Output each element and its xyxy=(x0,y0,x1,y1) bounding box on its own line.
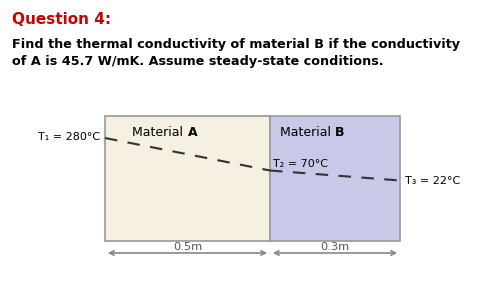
Text: Material: Material xyxy=(132,126,187,139)
Bar xyxy=(105,116,270,241)
Text: Find the thermal conductivity of material B if the conductivity: Find the thermal conductivity of materia… xyxy=(12,38,459,51)
Text: T₃ = 22°C: T₃ = 22°C xyxy=(404,175,459,185)
Text: Material: Material xyxy=(279,126,334,139)
Text: of A is 45.7 W/mK. Assume steady-state conditions.: of A is 45.7 W/mK. Assume steady-state c… xyxy=(12,55,383,68)
Text: B: B xyxy=(334,126,344,139)
Text: A: A xyxy=(187,126,197,139)
Bar xyxy=(270,116,399,241)
Text: T₁ = 280°C: T₁ = 280°C xyxy=(38,132,100,142)
Text: 0.3m: 0.3m xyxy=(320,242,349,252)
Text: T₂ = 70°C: T₂ = 70°C xyxy=(272,159,327,169)
Text: 0.5m: 0.5m xyxy=(173,242,202,252)
Text: Question 4:: Question 4: xyxy=(12,12,111,27)
